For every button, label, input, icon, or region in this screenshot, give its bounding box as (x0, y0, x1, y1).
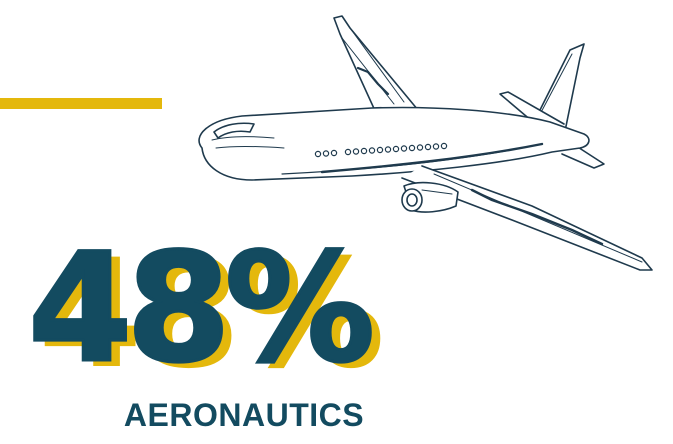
category-label: AERONAUTICS (123, 397, 365, 433)
accent-divider (0, 98, 162, 109)
stat-value-shadow: 48% (38, 228, 385, 402)
airplane-icon (198, 15, 653, 271)
stat-figure: 48% 48% (26, 222, 448, 401)
stat-value: 48% (26, 222, 376, 396)
